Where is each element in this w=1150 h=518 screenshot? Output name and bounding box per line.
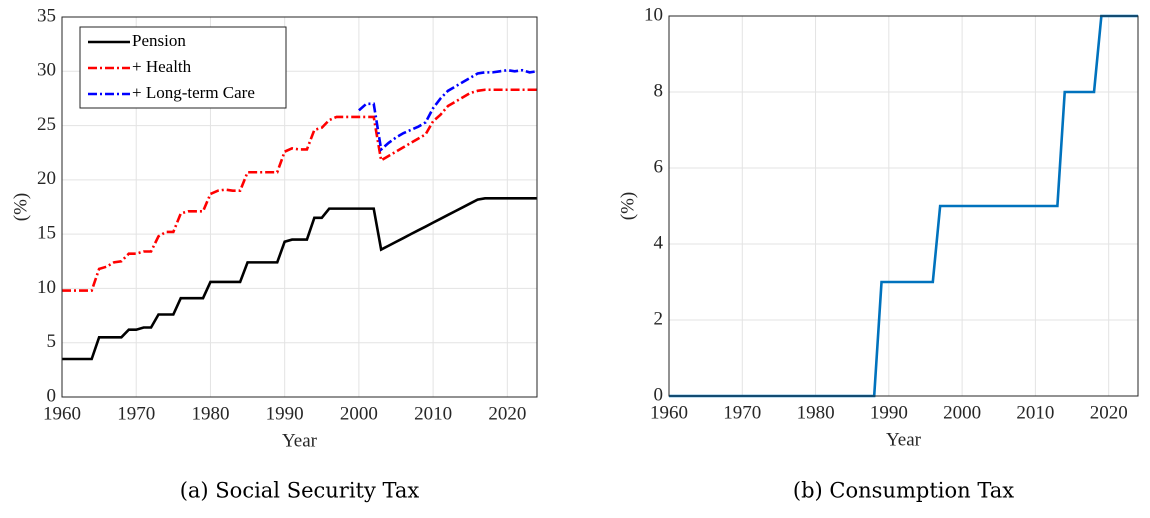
data-line [669, 14, 1138, 398]
y-tick-label: 5 [47, 331, 57, 352]
x-tick-label: 1980 [191, 403, 229, 424]
x-axis-label: Year [886, 429, 922, 450]
y-tick-label: 20 [37, 168, 56, 189]
y-tick-label: 15 [37, 223, 56, 244]
legend-label: + Health [132, 57, 192, 76]
plot-area [669, 16, 1138, 396]
data-line [62, 88, 537, 292]
legend-label: Pension [132, 31, 186, 50]
data-line [358, 68, 538, 152]
y-tick-label: 0 [654, 384, 664, 405]
y-tick-label: 35 [37, 5, 56, 26]
x-tick-label: 1990 [266, 403, 304, 424]
y-tick-label: 8 [654, 80, 664, 101]
axes-frame [61, 16, 538, 398]
x-tick-label: 1960 [43, 403, 81, 424]
y-axis-label: (%) [10, 193, 31, 221]
caption: (b) Consumption Tax [793, 479, 1014, 503]
y-tick-label: 25 [37, 114, 56, 135]
y-tick-label: 30 [37, 60, 56, 81]
axes-frame [668, 15, 1139, 397]
x-tick-label: 2010 [1016, 402, 1054, 423]
y-tick-label: 0 [47, 385, 57, 406]
y-tick-label: 4 [654, 232, 664, 253]
x-tick-label: 1960 [650, 402, 688, 423]
x-tick-label: 2000 [943, 402, 981, 423]
x-tick-label: 2000 [340, 403, 378, 424]
x-tick-label: 2010 [414, 403, 452, 424]
caption: (a) Social Security Tax [180, 479, 420, 503]
x-axis-label: Year [282, 430, 318, 451]
y-tick-label: 2 [654, 308, 664, 329]
x-tick-label: 2020 [1090, 402, 1128, 423]
x-tick-label: 1990 [870, 402, 908, 423]
x-tick-label: 2020 [488, 403, 526, 424]
y-tick-label: 10 [644, 4, 663, 25]
data-line [62, 197, 537, 361]
x-tick-label: 1970 [117, 403, 155, 424]
x-tick-label: 1970 [723, 402, 761, 423]
y-tick-label: 6 [654, 156, 664, 177]
y-tick-label: 10 [37, 277, 56, 298]
legend-box [79, 26, 287, 109]
y-axis-label: (%) [617, 192, 638, 220]
x-tick-label: 1980 [797, 402, 835, 423]
legend-label: + Long-term Care [132, 83, 255, 102]
